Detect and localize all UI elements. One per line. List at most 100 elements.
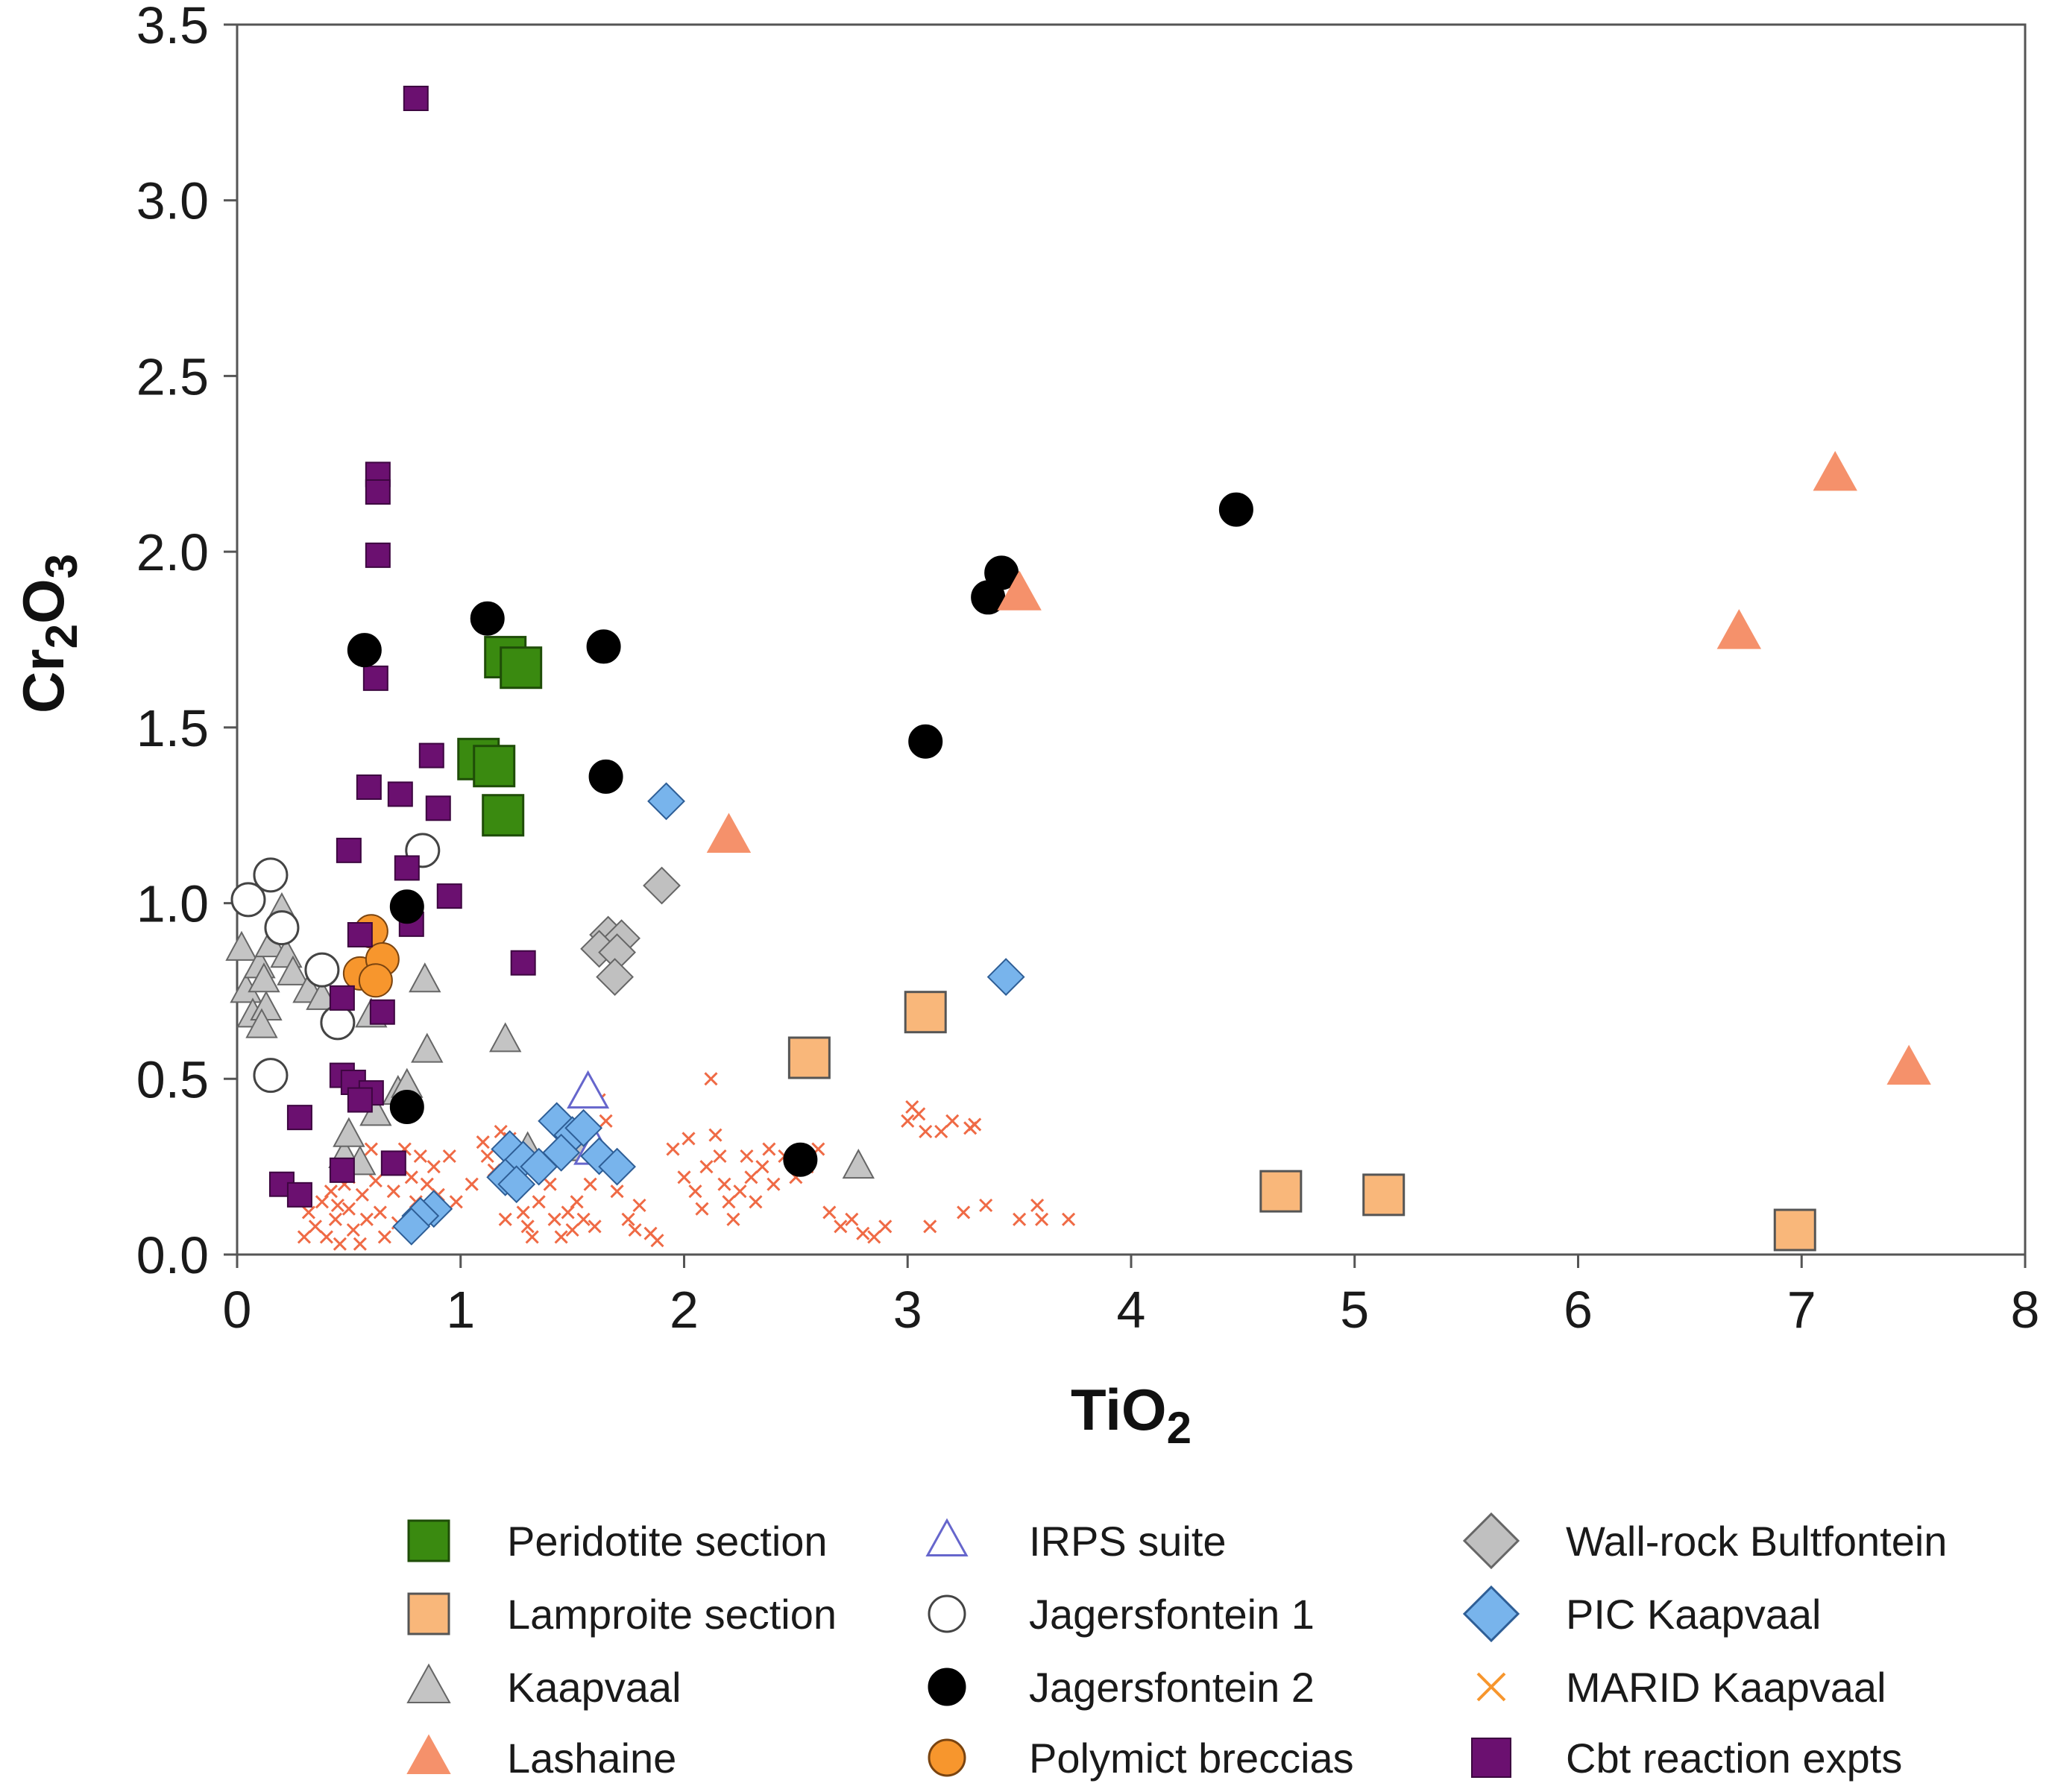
data-point [359,1212,374,1226]
data-point [369,999,395,1025]
data-point [520,1220,535,1234]
data-point [1259,1170,1303,1213]
data-point [986,958,1025,996]
data-point [934,1124,948,1139]
legend-item: IRPS suite [925,1518,1227,1565]
data-point [480,1149,494,1164]
data-point [476,1135,490,1149]
series-jagersfontein-2 [347,492,1253,1177]
data-point [353,1237,367,1251]
data-point [1813,450,1857,491]
data-point [643,866,681,905]
data-point [362,665,388,691]
data-point [822,1205,837,1220]
data-point [706,813,752,853]
legend-label: Wall-rock Bultfontein [1566,1518,1947,1565]
data-point [1886,1044,1931,1085]
data-point [532,1195,546,1209]
y-tick-label: 3.5 [136,0,209,54]
data-point [845,1212,859,1226]
data-point [740,1149,754,1164]
data-point [755,1160,769,1174]
data-point [500,646,543,690]
series-peridotite-section [457,636,543,837]
data-point [543,1177,557,1191]
data-point [336,837,362,863]
legend-item: Lamproite section [407,1591,837,1638]
x-axis-title: TiO2 [1071,1377,1192,1453]
data-point [277,955,309,985]
legend-item: Polymict breccias [928,1735,1354,1782]
data-point [308,1220,322,1234]
data-point [377,1230,391,1244]
data-point [901,1114,915,1128]
legend-swatch [407,1592,450,1635]
data-point [230,882,266,918]
data-point [717,1177,731,1191]
data-point [749,1195,763,1209]
data-point [365,479,391,505]
data-point [599,1114,613,1128]
data-point [315,1195,329,1209]
x-tick-label: 8 [2011,1281,2040,1339]
x-tick-label: 7 [1787,1281,1816,1339]
legend-label: Jagersfontein 2 [1029,1664,1315,1711]
data-point [878,1220,893,1234]
data-point [403,86,429,111]
data-point [225,930,258,961]
data-point [904,991,947,1034]
data-point [365,542,391,568]
data-point [333,1117,365,1147]
y-tick-label: 2.0 [136,523,209,581]
data-point [347,922,373,947]
data-point [677,1170,691,1184]
data-point [744,1170,758,1184]
data-point [420,1177,434,1191]
data-point [497,1165,536,1204]
data-point [442,1149,456,1164]
series-kaapvaal [225,892,875,1179]
data-point [516,1205,530,1220]
data-point [564,1108,603,1147]
data-point [1062,1212,1076,1226]
data-point [411,1032,444,1063]
data-point [304,952,340,988]
data-point [286,1181,312,1208]
data-point [329,985,355,1011]
legend-item: Wall-rock Bultfontein [1462,1512,1947,1570]
data-point [380,1150,406,1176]
data-point [908,724,943,759]
y-tick-label: 2.5 [136,347,209,406]
x-tick-label: 4 [1117,1281,1146,1339]
data-point [510,950,536,976]
legend-label: Lashaine [507,1735,676,1782]
data-point [1716,609,1762,649]
x-tick-label: 2 [670,1281,699,1339]
y-axis-title-sub2: 3 [37,554,86,578]
legend-swatch [928,1594,966,1633]
data-point [426,1160,441,1174]
data-point [301,1205,315,1220]
data-point [520,1147,558,1186]
x-tick-label: 6 [1564,1281,1593,1339]
data-point [409,962,441,993]
data-point [330,1198,344,1213]
data-point [320,1005,356,1041]
legend-swatch [928,1668,966,1706]
data-point [264,910,300,946]
data-point [347,1087,373,1113]
legend-item: PIC Kaapvaal [1462,1585,1821,1643]
data-point [1013,1212,1027,1226]
data-point [957,1205,971,1220]
legend-label: Cbt reaction expts [1566,1735,1902,1782]
data-point [328,1212,342,1226]
data-point [364,1142,378,1156]
legend-swatch [928,1738,966,1777]
y-tick-label: 3.0 [136,172,209,230]
data-point [373,1205,387,1220]
data-point [525,1230,539,1244]
data-point [722,1195,736,1209]
data-point [628,1222,642,1237]
legend-label: Peridotite section [507,1518,828,1565]
